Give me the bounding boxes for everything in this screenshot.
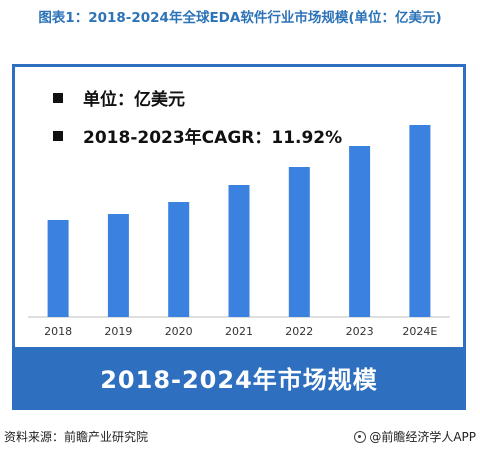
x-tick-label: 2019 xyxy=(104,325,132,338)
bar-2021 xyxy=(228,185,250,317)
plot-area: 单位：亿美元 2018-2023年CAGR：11.92% 2018 2019 202… xyxy=(15,67,463,347)
brand-note: @前瞻经济学人APP xyxy=(354,428,476,445)
source-note: 资料来源：前瞻产业研究院 xyxy=(4,430,149,444)
x-tick-label: 2022 xyxy=(285,325,313,338)
bar-2022 xyxy=(288,167,310,317)
legend-unit: 单位：亿美元 xyxy=(53,85,185,110)
legend-square-icon xyxy=(53,130,63,141)
legend-cagr-text: 2018-2023年CAGR：11.92% xyxy=(83,128,343,148)
chart-banner: 2018-2024年市场规模 xyxy=(15,347,463,407)
chart-frame: 单位：亿美元 2018-2023年CAGR：11.92% 2018 2019 202… xyxy=(12,64,466,410)
x-tick-label: 2021 xyxy=(225,325,253,338)
x-tick-label: 2020 xyxy=(165,325,193,338)
legend-cagr: 2018-2023年CAGR：11.92% xyxy=(53,123,342,148)
bar-2024E xyxy=(409,125,431,317)
brand-logo-icon xyxy=(354,430,367,443)
chart-title: 图表1：2018-2024年全球EDA软件行业市场规模(单位：亿美元) xyxy=(38,10,442,26)
x-tick-label: 2023 xyxy=(346,325,374,338)
x-tick-label: 2024E xyxy=(402,325,437,338)
bar-2018 xyxy=(47,220,69,317)
legend-square-icon xyxy=(53,92,63,103)
bar-2023 xyxy=(349,146,371,317)
x-tick-label: 2018 xyxy=(44,325,72,338)
legend-unit-text: 单位：亿美元 xyxy=(83,90,185,110)
bar-chart: 2018 2019 2020 2021 2022 2023 2024E xyxy=(28,125,450,338)
brand-text: @前瞻经济学人APP xyxy=(369,430,476,444)
bar-2020 xyxy=(168,202,190,317)
bar-2019 xyxy=(107,214,129,317)
